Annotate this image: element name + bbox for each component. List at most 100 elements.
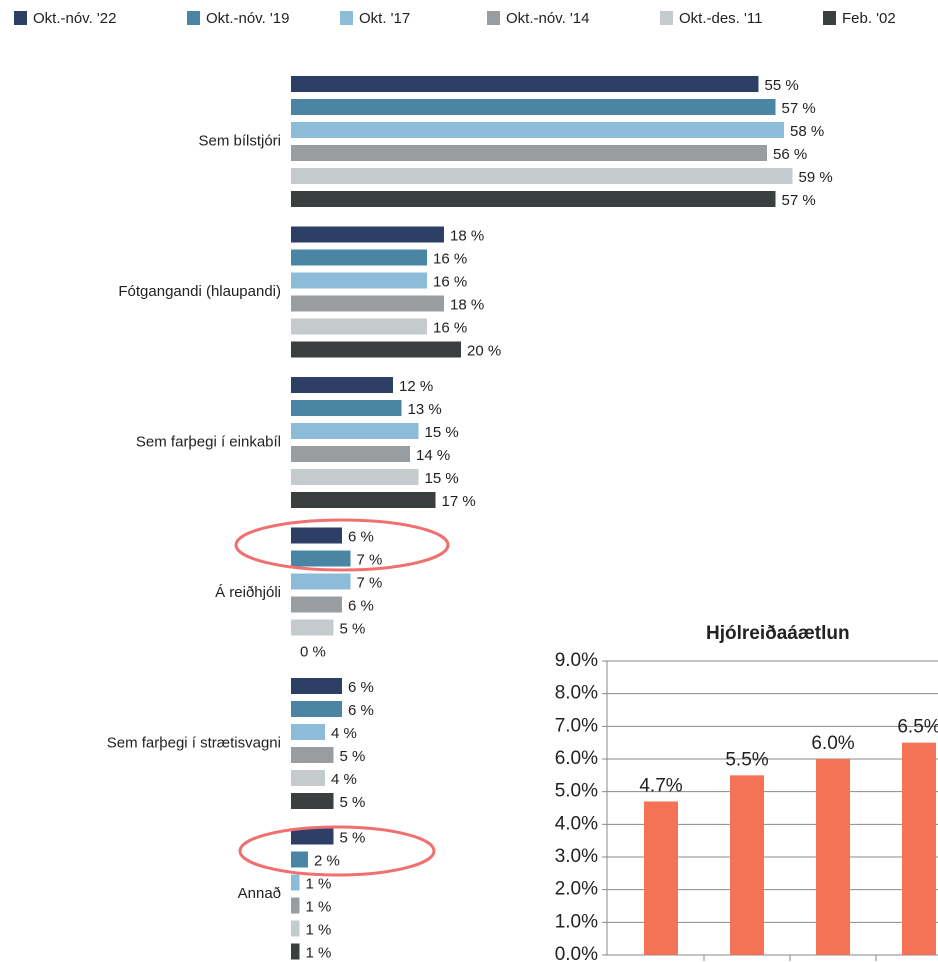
- bar: [291, 226, 444, 243]
- value-label: 14 %: [416, 447, 450, 464]
- category-label: Sem farþegi í strætisvagni: [107, 734, 281, 751]
- bar: [291, 724, 325, 740]
- y-tick-label: 6.0%: [555, 748, 598, 769]
- legend-label: Feb. '02: [842, 10, 896, 27]
- bar: [291, 828, 334, 845]
- bar: [291, 318, 427, 335]
- legend-label: Okt.-des. '11: [679, 10, 762, 27]
- value-label: 6 %: [348, 597, 374, 614]
- legend-swatch: [340, 11, 353, 25]
- bar: [291, 469, 419, 485]
- bar: [291, 793, 334, 809]
- bar: [291, 249, 427, 266]
- y-tick-label: 3.0%: [555, 846, 598, 867]
- category-label: Á reiðhjóli: [215, 584, 281, 601]
- value-label: 6 %: [348, 528, 374, 545]
- bar: [291, 76, 759, 92]
- value-label: 16 %: [433, 273, 467, 290]
- value-label: 4 %: [331, 725, 357, 742]
- value-label: 16 %: [433, 319, 467, 336]
- value-label: 6.0%: [811, 733, 854, 754]
- bar: [291, 920, 300, 937]
- bar: [291, 377, 393, 393]
- y-tick-label: 7.0%: [555, 715, 598, 736]
- value-label: 0 %: [300, 643, 326, 660]
- category-label: Sem farþegi í einkabíl: [136, 433, 281, 450]
- bar: [644, 801, 678, 955]
- value-label: 2 %: [314, 852, 340, 869]
- y-tick-label: 8.0%: [555, 683, 598, 704]
- value-label: 56 %: [773, 146, 807, 163]
- value-label: 4 %: [331, 771, 357, 788]
- bar: [291, 295, 444, 312]
- value-label: 5 %: [340, 620, 366, 637]
- bar: [291, 99, 776, 115]
- value-label: 5.5%: [725, 749, 768, 770]
- bar: [291, 272, 427, 289]
- bar: [291, 492, 436, 508]
- legend-swatch: [660, 11, 673, 25]
- bar: [291, 446, 410, 462]
- value-label: 7 %: [357, 551, 383, 568]
- chart-title: Hjólreiðaáætlun: [706, 623, 850, 644]
- bar: [291, 527, 342, 544]
- highlight-ellipse: [238, 825, 436, 877]
- bar: [291, 341, 461, 358]
- y-tick-label: 4.0%: [555, 813, 598, 834]
- y-tick-label: 9.0%: [555, 650, 598, 671]
- legend-swatch: [187, 11, 200, 25]
- legend-swatch: [487, 11, 500, 25]
- value-label: 1 %: [306, 921, 332, 938]
- value-label: 7 %: [357, 574, 383, 591]
- category-label: Sem bílstjóri: [198, 132, 281, 149]
- bar: [291, 145, 767, 161]
- legend-label: Okt.-nóv. '14: [506, 10, 589, 27]
- highlight-ellipse: [234, 518, 450, 572]
- value-label: 20 %: [467, 342, 501, 359]
- category-label: Annað: [238, 885, 281, 902]
- bar: [816, 759, 850, 955]
- value-label: 4.7%: [639, 775, 682, 796]
- value-label: 6 %: [348, 679, 374, 696]
- bar: [291, 897, 300, 914]
- legend-swatch: [823, 11, 836, 25]
- legend-label: Okt.-nóv. '19: [206, 10, 289, 27]
- legend-label: Okt.-nóv. '22: [33, 10, 116, 27]
- bar: [291, 423, 419, 439]
- value-label: 18 %: [450, 296, 484, 313]
- bar: [291, 943, 300, 960]
- bar: [291, 701, 342, 717]
- bar: [291, 747, 334, 763]
- value-label: 15 %: [425, 470, 459, 487]
- bar: [291, 573, 351, 590]
- y-tick-label: 2.0%: [555, 879, 598, 900]
- value-label: 58 %: [790, 123, 824, 140]
- legend-label: Okt. '17: [359, 10, 410, 27]
- y-tick-label: 1.0%: [555, 911, 598, 932]
- value-label: 5 %: [340, 794, 366, 811]
- y-tick-label: 0.0%: [555, 944, 598, 962]
- value-label: 57 %: [782, 192, 816, 209]
- legend-swatch: [14, 11, 27, 25]
- bar: [291, 874, 300, 891]
- bar: [291, 191, 776, 207]
- bar: [291, 168, 793, 184]
- value-label: 16 %: [433, 250, 467, 267]
- value-label: 55 %: [765, 77, 799, 94]
- bar: [291, 596, 342, 613]
- bar: [291, 619, 334, 636]
- value-label: 1 %: [306, 944, 332, 961]
- bar: [291, 400, 402, 416]
- value-label: 15 %: [425, 424, 459, 441]
- value-label: 59 %: [799, 169, 833, 186]
- bar: [730, 775, 764, 955]
- bar: [291, 770, 325, 786]
- value-label: 13 %: [408, 401, 442, 418]
- value-label: 12 %: [399, 378, 433, 395]
- value-label: 1 %: [306, 898, 332, 915]
- value-label: 6 %: [348, 702, 374, 719]
- bar: [902, 742, 936, 955]
- value-label: 6.5%: [897, 717, 938, 738]
